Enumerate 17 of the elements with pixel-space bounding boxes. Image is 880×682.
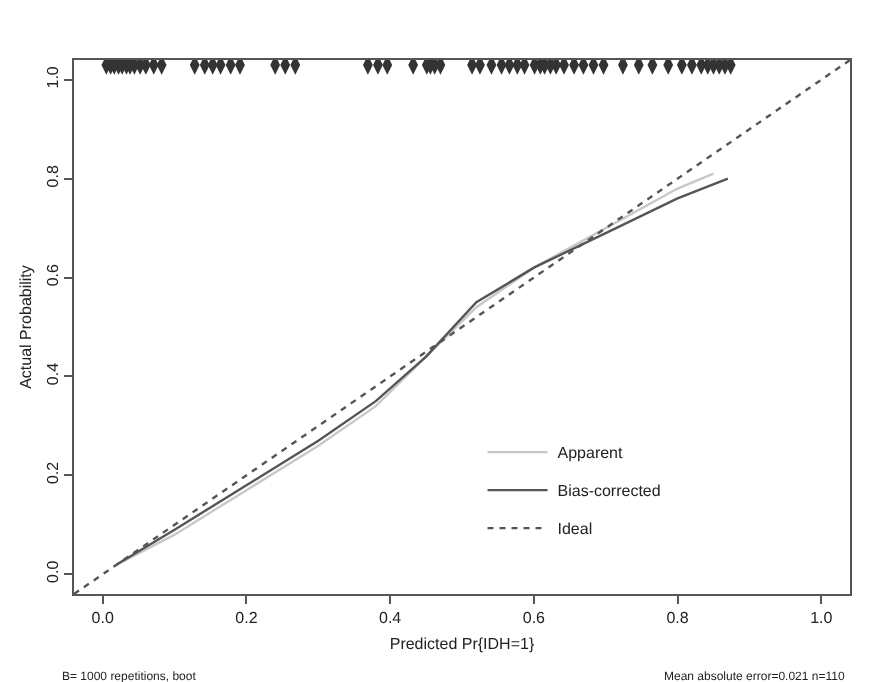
y-tick-label: 0.4 <box>43 361 62 386</box>
y-tick-label: 1.0 <box>43 65 62 89</box>
y-tick-label: 0.8 <box>43 164 62 188</box>
y-tick-label: 0.2 <box>43 460 62 485</box>
x-tick-label: 0.0 <box>91 609 115 628</box>
x-axis-title: Predicted Pr{IDH=1} <box>389 635 535 654</box>
y-axis-title: Actual Probability <box>17 265 35 389</box>
x-tick-label: 0.2 <box>235 609 259 628</box>
x-tick-label: 0.4 <box>379 609 403 628</box>
legend-label: Ideal <box>557 520 593 539</box>
legend-label: Apparent <box>557 444 625 463</box>
x-tick-label: 0.8 <box>666 609 690 628</box>
x-tick-label: 0.6 <box>522 609 547 628</box>
legend-label: Bias-corrected <box>557 482 661 501</box>
y-tick-label: 0.6 <box>43 262 62 287</box>
x-tick-label: 1.0 <box>810 609 834 628</box>
y-tick-label: 0.0 <box>43 559 62 583</box>
